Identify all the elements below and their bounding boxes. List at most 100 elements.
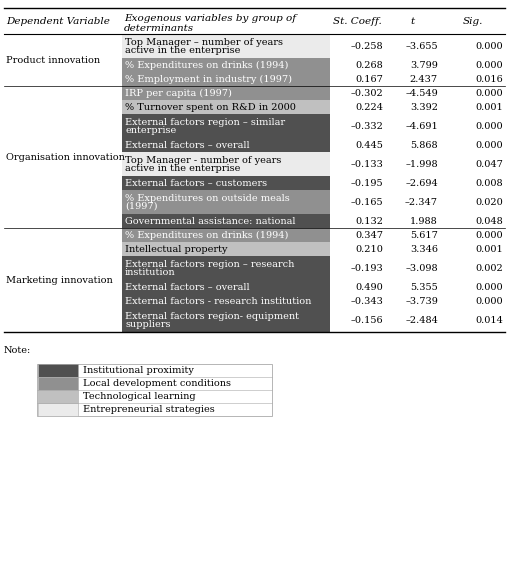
- Text: Dependent Variable: Dependent Variable: [6, 16, 109, 26]
- Bar: [122, 58, 329, 72]
- Text: –1.998: –1.998: [405, 160, 437, 169]
- Text: Exogenous variables by group of: Exogenous variables by group of: [124, 14, 296, 23]
- Bar: [122, 138, 329, 152]
- Text: 0.016: 0.016: [474, 74, 502, 83]
- Text: Intellectual property: Intellectual property: [125, 244, 227, 253]
- Text: Institutional proximity: Institutional proximity: [83, 366, 193, 375]
- Text: Governmental assistance: national: Governmental assistance: national: [125, 216, 295, 225]
- Text: –2.694: –2.694: [405, 178, 437, 187]
- Text: St. Coeff.: St. Coeff.: [332, 16, 381, 26]
- Text: Organisation innovation: Organisation innovation: [6, 152, 125, 161]
- Text: 0.048: 0.048: [474, 216, 502, 225]
- Text: 0.347: 0.347: [354, 231, 382, 240]
- Text: –2.484: –2.484: [404, 315, 437, 324]
- Text: Top Manager - number of years: Top Manager - number of years: [125, 156, 281, 165]
- Text: % Turnover spent on R&D in 2000: % Turnover spent on R&D in 2000: [125, 102, 295, 111]
- Text: (1997): (1997): [125, 202, 157, 211]
- Text: 0.268: 0.268: [355, 61, 382, 69]
- Text: Entrepreneurial strategies: Entrepreneurial strategies: [83, 405, 214, 414]
- Text: External factors region – research: External factors region – research: [125, 260, 294, 269]
- Text: –0.195: –0.195: [350, 178, 382, 187]
- Bar: [122, 176, 329, 190]
- Text: External factors region – similar: External factors region – similar: [125, 118, 285, 127]
- Text: 0.000: 0.000: [474, 231, 502, 240]
- Text: External factors region- equipment: External factors region- equipment: [125, 311, 298, 320]
- Text: 0.000: 0.000: [474, 140, 502, 149]
- Text: % Expenditures on drinks (1994): % Expenditures on drinks (1994): [125, 60, 288, 69]
- Text: –4.691: –4.691: [405, 122, 437, 131]
- Text: 0.000: 0.000: [474, 61, 502, 69]
- Text: Marketing innovation: Marketing innovation: [6, 275, 112, 285]
- Text: 0.002: 0.002: [474, 264, 502, 273]
- Text: suppliers: suppliers: [125, 320, 170, 328]
- Text: active in the enterprise: active in the enterprise: [125, 164, 240, 173]
- Text: External factors – customers: External factors – customers: [125, 178, 267, 187]
- Bar: [38, 390, 78, 403]
- Text: 0.008: 0.008: [474, 178, 502, 187]
- Bar: [122, 190, 329, 214]
- Text: enterprise: enterprise: [125, 126, 176, 135]
- Text: 0.224: 0.224: [354, 102, 382, 111]
- Text: 0.000: 0.000: [474, 89, 502, 98]
- Text: 0.000: 0.000: [474, 122, 502, 131]
- Bar: [122, 114, 329, 138]
- Text: % Expenditures on outside meals: % Expenditures on outside meals: [125, 194, 289, 203]
- Text: active in the enterprise: active in the enterprise: [125, 45, 240, 55]
- Bar: [122, 152, 329, 176]
- Bar: [122, 34, 329, 58]
- Text: % Expenditures on drinks (1994): % Expenditures on drinks (1994): [125, 231, 288, 240]
- Bar: [122, 256, 329, 280]
- Text: 0.001: 0.001: [474, 244, 502, 253]
- Text: 0.020: 0.020: [474, 198, 502, 207]
- Bar: [122, 308, 329, 332]
- Text: 0.132: 0.132: [354, 216, 382, 225]
- Text: 0.000: 0.000: [474, 41, 502, 51]
- Text: –0.343: –0.343: [350, 296, 382, 306]
- Text: Product innovation: Product innovation: [6, 56, 100, 65]
- Text: Note:: Note:: [4, 346, 31, 355]
- Text: –3.655: –3.655: [405, 41, 437, 51]
- Text: 0.210: 0.210: [354, 244, 382, 253]
- Text: 0.000: 0.000: [474, 296, 502, 306]
- Text: –2.347: –2.347: [404, 198, 437, 207]
- Text: 0.001: 0.001: [474, 102, 502, 111]
- Bar: [122, 86, 329, 100]
- Text: 5.355: 5.355: [409, 282, 437, 291]
- Text: –3.098: –3.098: [405, 264, 437, 273]
- Text: 3.392: 3.392: [409, 102, 437, 111]
- Bar: [122, 242, 329, 256]
- Text: Technological learning: Technological learning: [83, 392, 195, 401]
- Text: % Employment in industry (1997): % Employment in industry (1997): [125, 74, 292, 83]
- Text: 3.799: 3.799: [409, 61, 437, 69]
- Text: Sig.: Sig.: [461, 16, 482, 26]
- Bar: [122, 294, 329, 308]
- Bar: [122, 72, 329, 86]
- Text: 5.617: 5.617: [409, 231, 437, 240]
- Text: –0.133: –0.133: [350, 160, 382, 169]
- Text: t: t: [410, 16, 414, 26]
- Text: 1.988: 1.988: [409, 216, 437, 225]
- Text: 0.047: 0.047: [474, 160, 502, 169]
- Text: –0.165: –0.165: [350, 198, 382, 207]
- Text: 5.868: 5.868: [410, 140, 437, 149]
- Text: –0.193: –0.193: [350, 264, 382, 273]
- Bar: [38, 377, 78, 390]
- Bar: [37, 364, 271, 416]
- Bar: [38, 403, 78, 416]
- Bar: [38, 364, 78, 377]
- Text: 3.346: 3.346: [409, 244, 437, 253]
- Text: –0.302: –0.302: [350, 89, 382, 98]
- Text: –3.739: –3.739: [404, 296, 437, 306]
- Bar: [122, 228, 329, 242]
- Text: –4.549: –4.549: [405, 89, 437, 98]
- Text: 0.490: 0.490: [355, 282, 382, 291]
- Text: 0.167: 0.167: [354, 74, 382, 83]
- Text: –0.332: –0.332: [350, 122, 382, 131]
- Bar: [122, 100, 329, 114]
- Text: External factors - research institution: External factors - research institution: [125, 296, 311, 306]
- Text: External factors – overall: External factors – overall: [125, 282, 249, 291]
- Text: –0.156: –0.156: [350, 315, 382, 324]
- Text: 2.437: 2.437: [409, 74, 437, 83]
- Bar: [122, 214, 329, 228]
- Text: determinants: determinants: [124, 24, 194, 33]
